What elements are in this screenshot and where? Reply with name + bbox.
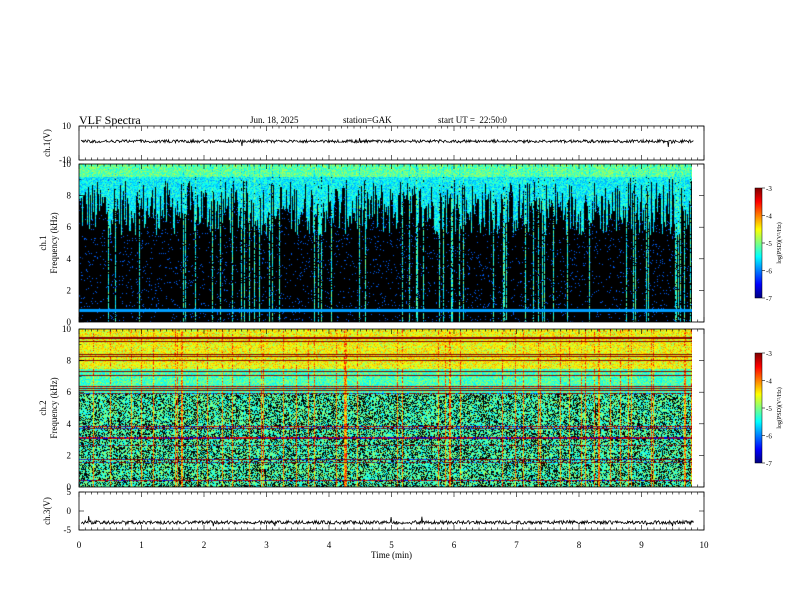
ch1-colorbar-tick-label: -6 (766, 268, 772, 276)
ch2-spectrogram-y-tick-label: 6 (67, 387, 72, 397)
ch1-spectrogram-y-tick-label: 6 (67, 222, 72, 232)
x-tick-label: 7 (514, 540, 519, 550)
ch1-colorbar-tick-label: -3 (766, 185, 772, 193)
ch2-colorbar-tick-label: -3 (766, 350, 772, 358)
x-tick-label: 4 (327, 540, 332, 550)
ch2-colorbar-label: log(PSD)(V²/Hz) (776, 387, 783, 428)
ch3-waveform-ylabel: ch.3(V) (42, 497, 52, 525)
x-tick-label: 2 (202, 540, 207, 550)
ch2-spectrogram-y-tick-label: 8 (67, 356, 72, 366)
ch1-waveform-line (80, 137, 694, 147)
x-tick-label: 10 (700, 540, 710, 550)
ch1-spectrogram-y-tick-label: 4 (67, 254, 72, 264)
station-label: station=GAK (343, 115, 392, 125)
ch1-spectrogram-y-tick-label: 10 (62, 159, 72, 169)
ch2-spectrogram-y-tick-label: 4 (67, 419, 72, 429)
x-axis-label: Time (min) (371, 550, 412, 560)
ch2-spectrogram-y-tick-label: 10 (62, 324, 72, 334)
ch1-colorbar-tick-label: -4 (766, 213, 772, 221)
ch1-spectrogram-image (79, 164, 692, 322)
ch2-spectrogram-ylabel-freq: Frequency (kHz) (49, 377, 59, 438)
ch3-waveform-y-tick-label: 5 (67, 487, 72, 497)
ch2-colorbar-tick-label: -6 (766, 433, 772, 441)
x-tick-label: 5 (389, 540, 394, 550)
x-tick-label: 6 (452, 540, 457, 550)
ch1-spectrogram-y-tick-label: 2 (67, 285, 72, 295)
ch1-colorbar-tick-label: -5 (766, 240, 772, 248)
ch3-waveform-y-tick-label: -5 (64, 525, 72, 535)
date-label: Jun. 18, 2025 (250, 115, 299, 125)
x-tick-label: 8 (577, 540, 582, 550)
ch3-waveform-line (81, 515, 694, 527)
x-tick-label: 0 (77, 540, 82, 550)
ch1-spectrogram-ylabel: ch.1 (38, 235, 48, 250)
ch2-spectrogram-image (79, 329, 692, 487)
ch1-colorbar (754, 187, 763, 299)
ch1-waveform-y-tick-label: -10 (59, 155, 71, 165)
ch1-spectrogram-y-tick-label: 0 (67, 317, 72, 327)
ch2-colorbar-tick-label: -4 (766, 378, 772, 386)
ch2-colorbar-tick-label: -7 (766, 460, 772, 468)
ch2-colorbar (754, 352, 763, 464)
ch1-colorbar-tick-label: -7 (766, 295, 772, 303)
x-tick-label: 9 (639, 540, 644, 550)
ch3w-frame (78, 491, 705, 531)
ch2-spectrogram-ylabel: ch.2 (38, 400, 48, 415)
x-tick-label: 1 (139, 540, 144, 550)
ch1-spectrogram-y-tick-label: 8 (67, 191, 72, 201)
ch1-colorbar-label: log(PSD)(V²/Hz) (776, 222, 783, 263)
ch1-spectrogram-ylabel-freq: Frequency (kHz) (49, 212, 59, 273)
start-ut-label: start UT = 22:50:0 (438, 115, 507, 125)
ch3-waveform-y-tick-label: 0 (67, 506, 72, 516)
ch1w-frame (78, 125, 705, 161)
ch2-colorbar-tick-label: -5 (766, 405, 772, 413)
ch1-waveform-ylabel: ch.1(V) (42, 129, 52, 157)
chart-title: VLF Spectra (79, 113, 141, 127)
ch1-waveform-y-tick-label: 10 (62, 121, 72, 131)
ch2-spectrogram-y-tick-label: 2 (67, 450, 72, 460)
ch2-spectrogram-y-tick-label: 0 (67, 482, 72, 492)
x-tick-label: 3 (264, 540, 269, 550)
